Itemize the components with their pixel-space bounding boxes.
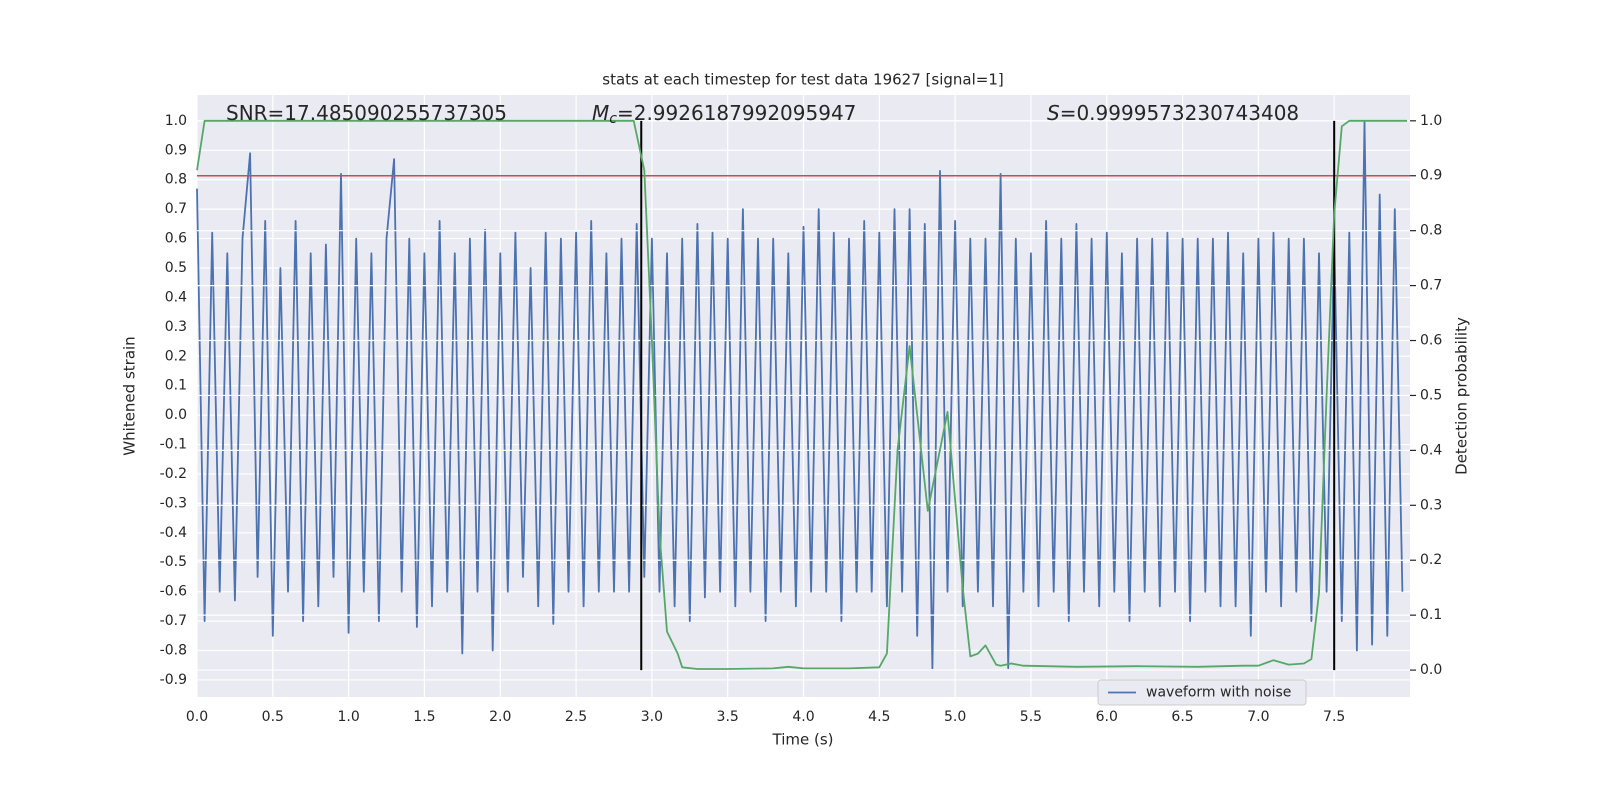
- y-tick-label: 0.9: [165, 142, 187, 158]
- annotation: SNR=17.485090255737305: [226, 101, 507, 125]
- y-tick-label: 0.5: [165, 260, 187, 276]
- y-tick-label: 0.0: [165, 407, 187, 423]
- y2-tick-label: 0.8: [1420, 223, 1442, 239]
- y2-tick-label: 0.9: [1420, 168, 1442, 184]
- x-tick-label: 1.0: [337, 709, 359, 725]
- y-tick-label: -0.7: [160, 613, 187, 629]
- y-tick-label: -0.4: [160, 525, 187, 541]
- x-tick-label: 6.5: [1171, 709, 1193, 725]
- annotation-subscript: c: [609, 111, 617, 127]
- legend-box: [1097, 679, 1307, 706]
- series-line: [196, 120, 1404, 670]
- x-tick-label: 7.0: [1247, 709, 1269, 725]
- series-line: [196, 119, 1407, 670]
- legend: waveform with noise: [1097, 679, 1307, 706]
- x-tick-label: 1.5: [413, 709, 435, 725]
- y2-tick-label: 0.4: [1420, 442, 1442, 458]
- y-tick-label: 0.6: [165, 231, 187, 247]
- y-tick-label: -0.3: [160, 495, 187, 511]
- y-tick-label: 0.8: [165, 172, 187, 188]
- x-tick-label: 2.5: [565, 709, 587, 725]
- x-tick-label: 3.0: [641, 709, 663, 725]
- y-tick-label: 0.2: [165, 348, 187, 364]
- annotation-text: =2.9926187992095947: [617, 101, 856, 125]
- x-tick-label: 0.0: [186, 709, 208, 725]
- y-tick-label: -0.1: [160, 437, 187, 453]
- y-axis-label: Whitened strain: [121, 336, 139, 455]
- annotation-text: =0.9999573230743408: [1060, 101, 1299, 125]
- annotation-text: SNR=17.485090255737305: [226, 101, 507, 125]
- chart-title: stats at each timestep for test data 196…: [602, 71, 1003, 89]
- annotation: Mc=2.9926187992095947: [592, 101, 856, 128]
- y2-axis-label: Detection probability: [1453, 317, 1471, 475]
- y2-tick-label: 0.6: [1420, 333, 1442, 349]
- x-tick-label: 4.0: [792, 709, 814, 725]
- legend-label: waveform with noise: [1146, 685, 1291, 701]
- annotation: S=0.9999573230743408: [1047, 101, 1299, 125]
- x-tick-label: 7.5: [1323, 709, 1345, 725]
- y2-tick-label: 0.3: [1420, 497, 1442, 513]
- x-tick-label: 0.5: [262, 709, 284, 725]
- y2-tick-label: 0.0: [1420, 662, 1442, 678]
- y-tick-label: -0.9: [160, 672, 187, 688]
- y2-tick-label: 1.0: [1420, 113, 1442, 129]
- y-tick-label: -0.6: [160, 584, 187, 600]
- y-tick-label: 0.3: [165, 319, 187, 335]
- x-tick-label: 2.0: [489, 709, 511, 725]
- over-layer: [196, 119, 1410, 671]
- x-tick-label: 6.0: [1096, 709, 1118, 725]
- annotation-symbol: S: [1047, 101, 1060, 125]
- x-tick-label: 5.0: [944, 709, 966, 725]
- y-tick-label: 1.0: [165, 113, 187, 129]
- y2-tick-label: 0.5: [1420, 387, 1442, 403]
- x-tick-label: 3.5: [717, 709, 739, 725]
- y-tick-label: 0.7: [165, 201, 187, 217]
- x-tick-label: 4.5: [868, 709, 890, 725]
- y2-tick-label: 0.1: [1420, 607, 1442, 623]
- y-tick-label: 0.1: [165, 378, 187, 394]
- x-axis-label: Time (s): [772, 731, 834, 749]
- annotation-symbol: M: [592, 101, 609, 125]
- y-tick-label: -0.5: [160, 554, 187, 570]
- y-tick-label: 0.4: [165, 289, 187, 305]
- y-tick-label: -0.8: [160, 643, 187, 659]
- x-tick-label: 5.5: [1020, 709, 1042, 725]
- y2-tick-label: 0.2: [1420, 552, 1442, 568]
- y2-tick-label: 0.7: [1420, 278, 1442, 294]
- y-tick-label: -0.2: [160, 466, 187, 482]
